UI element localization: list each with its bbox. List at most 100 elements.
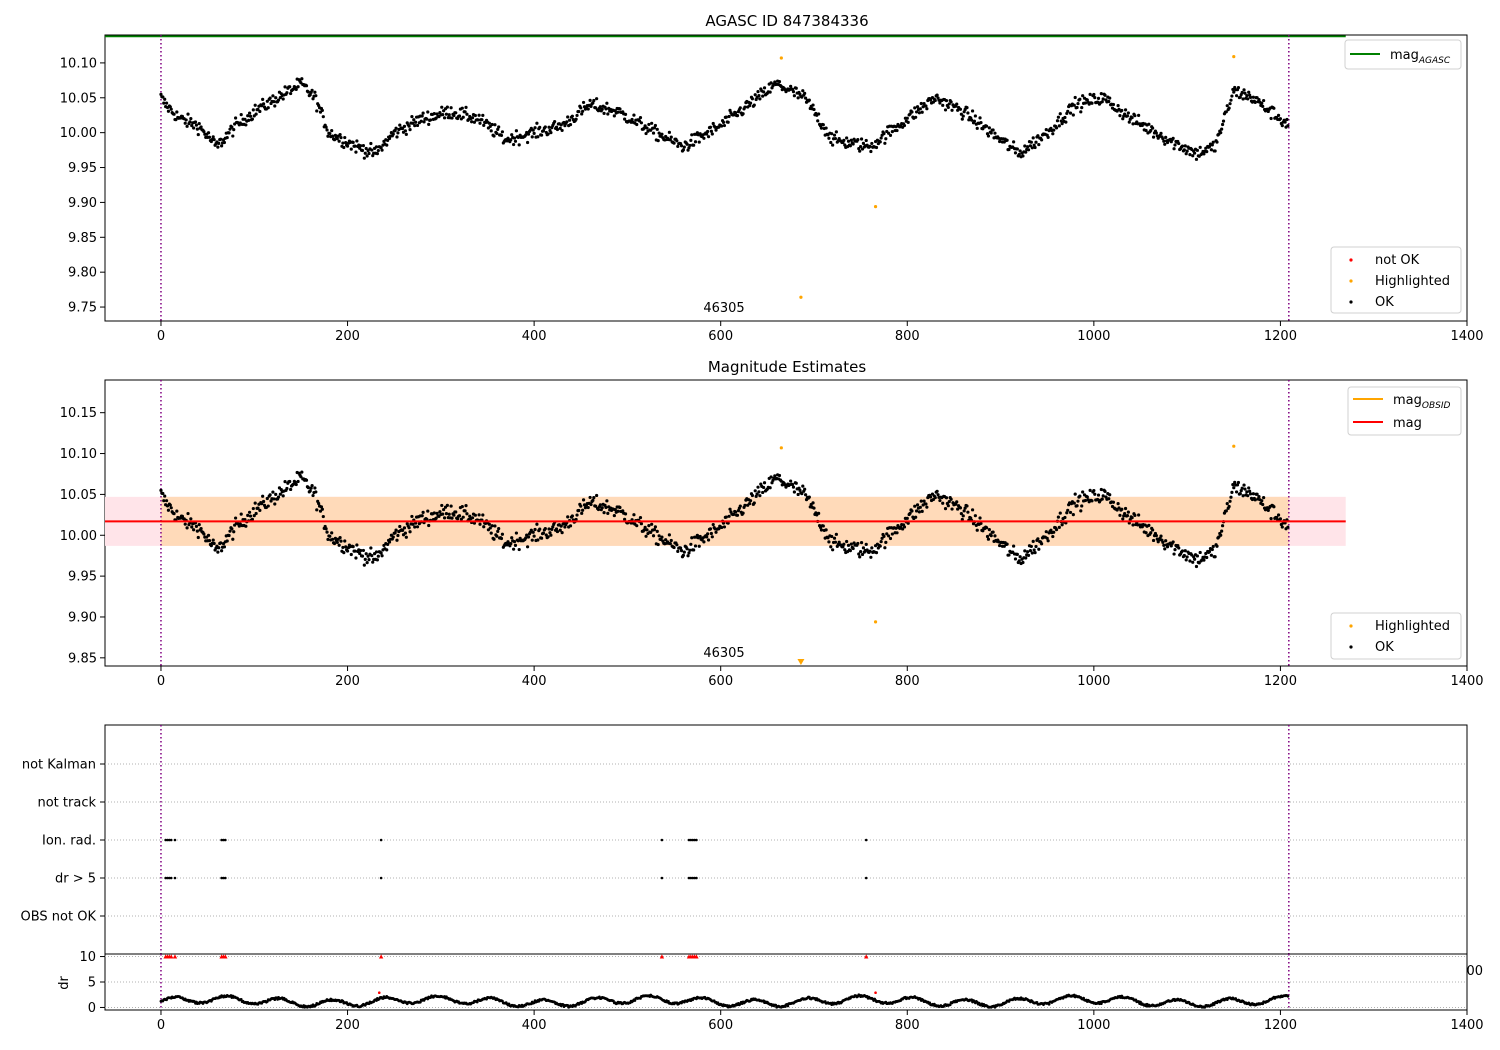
- ok-point: [650, 522, 654, 526]
- x-tick-label: 1400: [1450, 674, 1483, 689]
- ok-point: [1241, 97, 1245, 101]
- ok-point: [902, 525, 907, 529]
- ok-point: [598, 503, 602, 507]
- ok-point: [965, 504, 969, 508]
- ok-point: [426, 509, 430, 513]
- ok-point: [197, 121, 201, 126]
- ok-point: [402, 124, 407, 128]
- ok-point: [192, 126, 196, 130]
- ok-point: [812, 107, 816, 112]
- ok-point: [500, 532, 505, 536]
- ok-point: [950, 507, 954, 511]
- ok-point: [367, 558, 371, 562]
- ok-point: [570, 514, 574, 518]
- ok-point: [454, 510, 458, 514]
- ok-point: [407, 124, 411, 128]
- highlighted-point: [1232, 55, 1236, 59]
- ok-point: [1123, 511, 1127, 516]
- ok-point: [487, 121, 491, 125]
- dr-y-tick-label: 10: [79, 950, 96, 965]
- ok-point: [1192, 555, 1196, 559]
- ok-point: [1083, 101, 1088, 105]
- ok-point: [265, 496, 269, 501]
- ok-point: [1111, 500, 1116, 504]
- ok-point: [958, 506, 963, 510]
- ok-point: [1057, 525, 1061, 529]
- ok-point: [591, 498, 595, 503]
- ok-point: [1046, 135, 1050, 139]
- ok-point: [1018, 149, 1022, 153]
- mag-agasc-legend-label: magAGASC: [1390, 48, 1451, 66]
- x-tick-label: 1000: [1077, 329, 1110, 344]
- x-tick-label: 0: [157, 329, 165, 344]
- flag-point: [687, 876, 691, 880]
- ok-point: [706, 129, 710, 134]
- ok-point: [1090, 101, 1094, 105]
- ok-point: [864, 138, 868, 143]
- ok-point: [184, 118, 188, 122]
- ok-point: [320, 507, 324, 511]
- ok-point: [386, 542, 390, 546]
- ok-point: [1126, 111, 1130, 115]
- y-tick-label: 10.10: [60, 447, 97, 462]
- ok-point: [1133, 513, 1137, 517]
- highlighted-point: [799, 295, 803, 299]
- ok-point: [477, 513, 481, 517]
- flag-point: [689, 838, 693, 842]
- ok-point: [682, 145, 686, 149]
- ok-point: [481, 513, 485, 517]
- ok-point: [635, 524, 639, 528]
- ok-point: [978, 516, 982, 520]
- ok-point: [1045, 536, 1049, 540]
- ok-point: [1079, 110, 1083, 114]
- ok-point: [720, 124, 724, 128]
- ok-point: [163, 494, 167, 498]
- ok-point: [525, 140, 530, 145]
- ok-point: [949, 497, 953, 501]
- ok-point: [1108, 96, 1112, 100]
- ok-point: [266, 106, 270, 110]
- ok-point: [653, 525, 657, 529]
- ok-point: [706, 135, 711, 139]
- ok-point: [1184, 558, 1188, 562]
- ok-point: [969, 516, 973, 520]
- ok-point: [309, 486, 313, 490]
- ok-point: [1234, 490, 1239, 494]
- ok-point: [163, 97, 167, 101]
- ok-point: [558, 528, 562, 532]
- ok-point: [1173, 548, 1177, 552]
- ok-point: [676, 144, 680, 149]
- ok-point: [963, 506, 967, 510]
- x-tick-label: 1200: [1264, 329, 1297, 344]
- ok-point: [1219, 131, 1223, 135]
- ok-point: [639, 522, 644, 526]
- ok-point: [798, 488, 802, 492]
- ok-point: [914, 115, 918, 119]
- ok-point: [884, 137, 888, 141]
- flag-point: [173, 838, 177, 842]
- ok-point: [217, 546, 221, 550]
- ok-point: [299, 475, 303, 479]
- ok-point: [941, 103, 945, 107]
- ok-point: [1211, 140, 1215, 144]
- ok-point: [495, 534, 499, 538]
- ok-point: [320, 108, 324, 113]
- ok-point: [842, 542, 846, 546]
- ok-point: [613, 508, 617, 512]
- ok-point: [690, 133, 694, 137]
- ok-point: [411, 121, 415, 125]
- ok-point: [653, 123, 657, 128]
- ok-point: [777, 473, 782, 478]
- flag-point: [164, 838, 167, 842]
- ok-point: [470, 516, 475, 520]
- ok-point: [1240, 90, 1244, 95]
- ok-point: [1007, 147, 1011, 152]
- y-tick-label: 10.15: [60, 406, 97, 421]
- ok-point: [1071, 113, 1075, 117]
- ok-point: [247, 118, 251, 122]
- ok-point: [721, 120, 726, 124]
- ok-point: [567, 118, 572, 122]
- ok-point: [326, 537, 330, 542]
- ok-point: [461, 515, 465, 519]
- ok-point: [1015, 552, 1019, 556]
